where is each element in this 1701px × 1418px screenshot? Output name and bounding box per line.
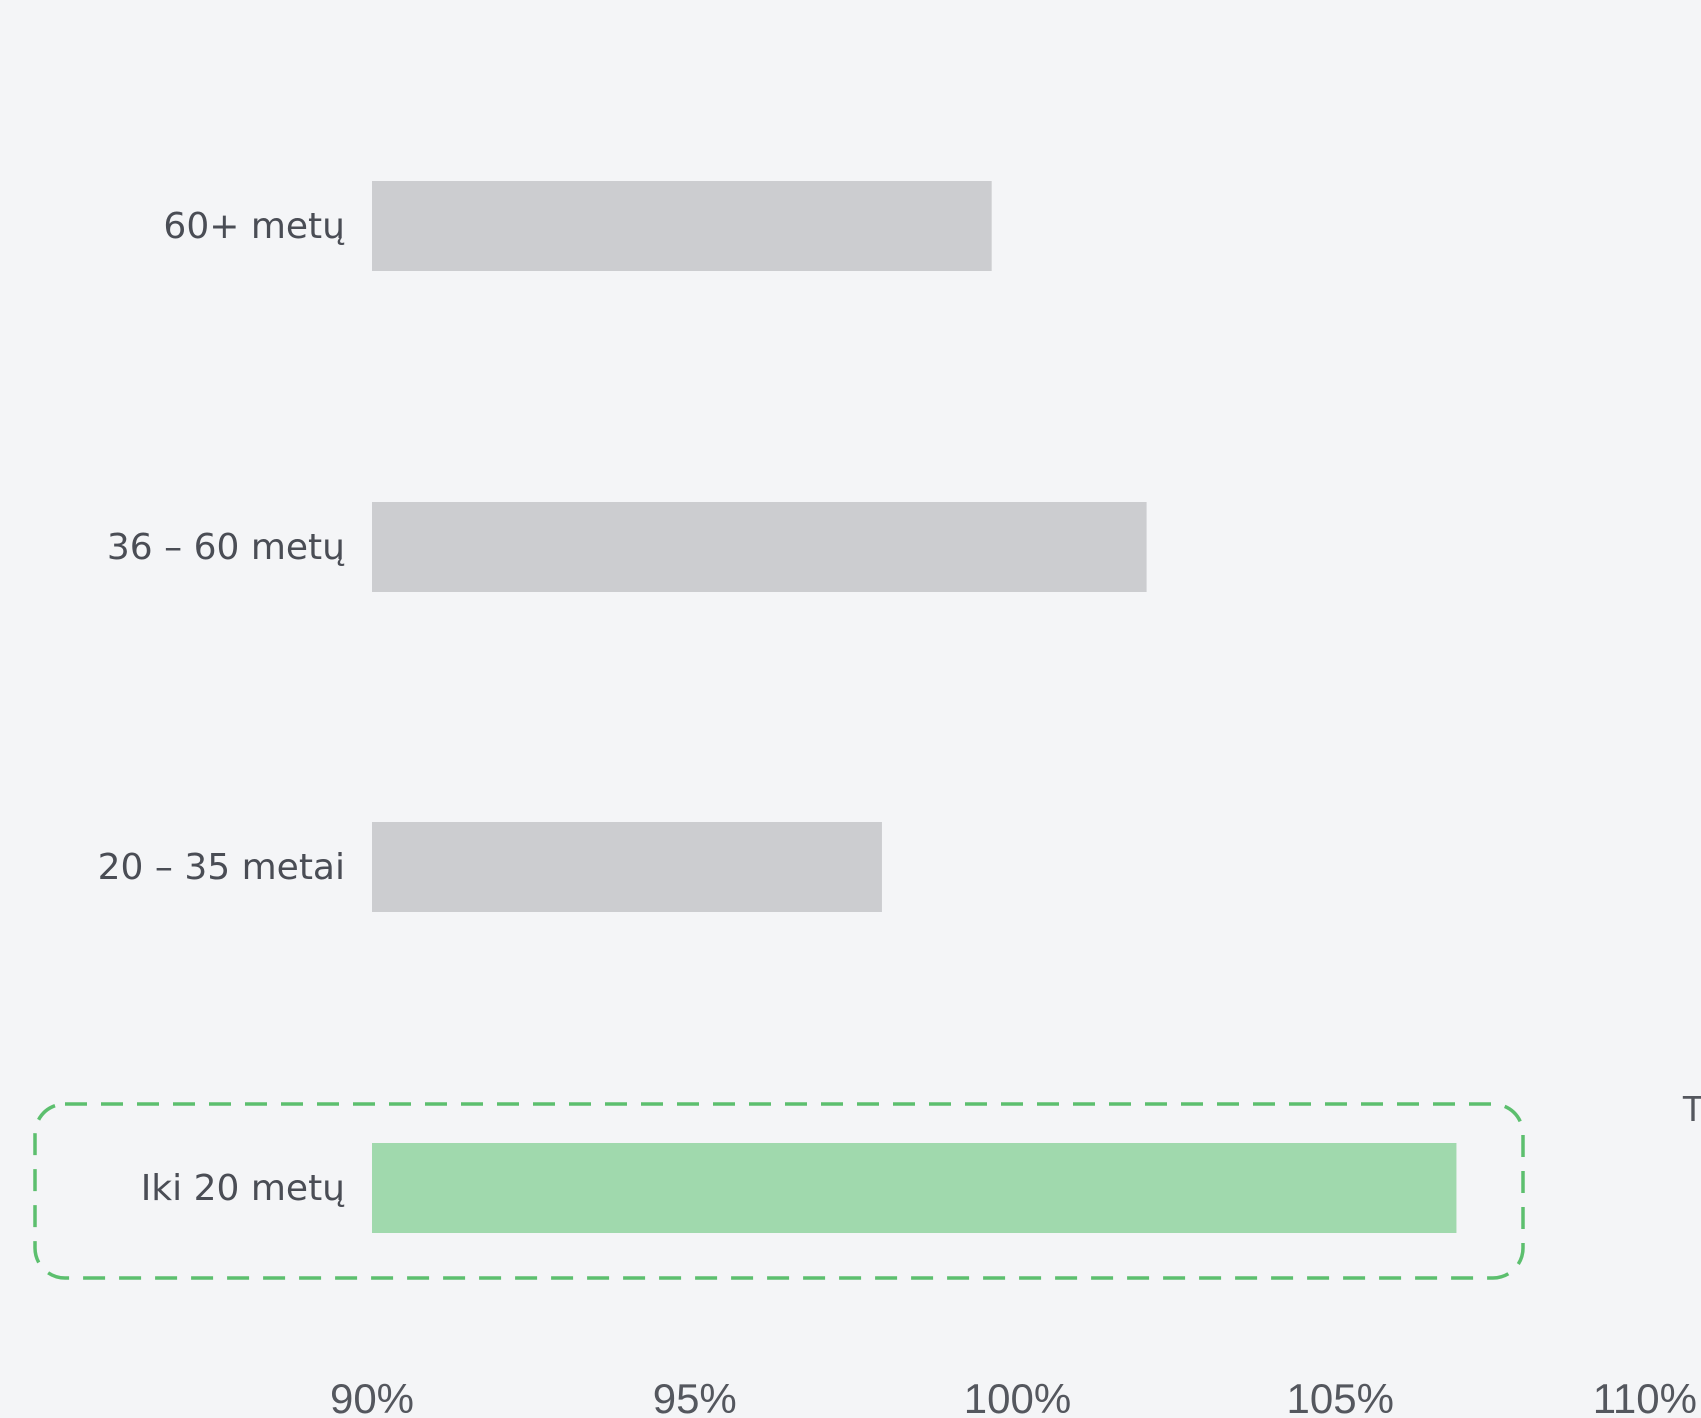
bar-1 (372, 181, 992, 271)
category-label-2: 36 – 60 metų (107, 527, 345, 568)
x-tick-label-4: 105% (1287, 1375, 1394, 1418)
edge-text: T (1682, 1088, 1701, 1129)
x-axis-ticks: 90% 95% 100% 105% 110% (330, 1375, 1697, 1418)
x-tick-label-3: 100% (964, 1375, 1071, 1418)
highlight-outline (33, 1102, 1525, 1280)
bars-group (372, 181, 1457, 1233)
category-labels: 60+ metų 36 – 60 metų 20 – 35 metai Iki 20 … (98, 206, 346, 1209)
x-tick-label-5: 110% (1593, 1375, 1697, 1418)
x-tick-label-1: 90% (330, 1375, 414, 1418)
category-label-3: 20 – 35 metai (98, 847, 345, 888)
category-label-1: 60+ metų (163, 206, 345, 247)
category-label-4: Iki 20 metų (141, 1168, 345, 1209)
bar-3 (372, 822, 882, 912)
bar-2 (372, 502, 1147, 592)
bar-4 (372, 1143, 1457, 1233)
x-tick-label-2: 95% (653, 1375, 737, 1418)
